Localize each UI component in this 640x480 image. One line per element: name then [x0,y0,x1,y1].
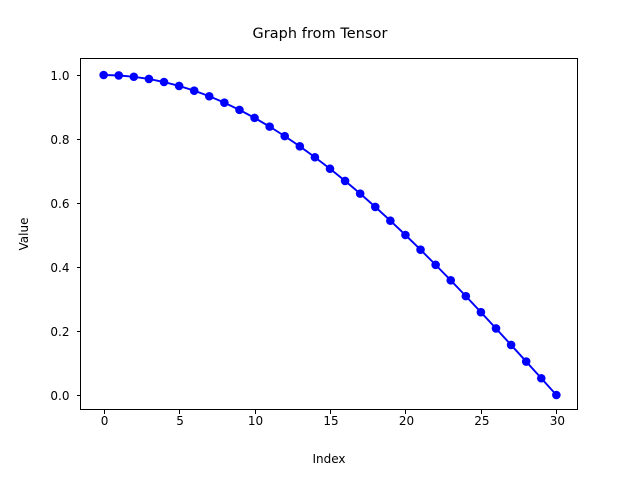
x-axis-tick-label: 30 [549,414,565,428]
y-axis-tick: 0.0 [50,389,81,403]
data-point [491,324,501,333]
x-axis-tick: 5 [176,409,184,428]
x-axis-tick-label: 20 [398,414,415,428]
data-point [204,91,214,101]
x-axis-tick-label: 15 [323,414,339,428]
data-point [461,291,471,301]
data-point [521,357,531,366]
data-point [325,164,335,174]
data-point [355,189,365,198]
data-point [250,113,259,123]
x-axis-tick-label: 10 [247,414,264,428]
data-point [265,122,274,131]
data-point [114,71,124,80]
y-axis-tick-label: 0.8 [50,133,70,147]
y-axis-tick: 1.0 [50,69,81,83]
data-point [401,230,410,240]
data-point [310,152,320,162]
data-point [476,307,486,317]
series-markers [99,70,561,400]
x-axis-tick: 25 [474,409,490,428]
x-axis-label: Index [312,452,346,466]
data-point [144,74,154,84]
y-axis-tick: 0.6 [50,197,81,211]
plot-area: 0.0 0.2 0.4 0.6 0.8 1.0 0 5 10 15 20 25 30 [50,58,578,428]
data-point [506,340,516,350]
data-point [174,81,184,91]
data-point [431,260,440,270]
data-point [370,202,380,212]
data-point [340,176,350,186]
data-point [536,373,546,383]
x-axis-tick: 20 [399,409,414,428]
x-axis-tick: 0 [101,409,108,428]
data-point [386,216,395,226]
data-point [295,142,305,151]
y-axis-tick-label: 0.0 [50,389,70,403]
x-axis-tick: 10 [248,409,263,428]
data-point [129,72,139,82]
data-point [99,70,108,80]
y-axis-tick-label: 1.0 [50,69,70,83]
data-point [235,105,244,115]
x-axis-tick: 15 [323,409,339,428]
y-axis-tick-label: 0.2 [50,325,70,339]
y-axis-tick: 0.8 [50,133,81,147]
y-axis-tick-label: 0.6 [50,197,70,211]
data-series-line [99,70,561,400]
y-axis-label: Value [17,217,31,251]
x-axis-tick-label: 5 [176,414,184,428]
data-point [189,86,199,95]
data-point [220,98,229,107]
y-axis-tick: 0.2 [50,325,81,339]
data-point [446,276,456,285]
x-axis-tick-label: 25 [474,414,490,428]
data-point [552,390,561,400]
y-axis-tick: 0.4 [50,261,81,275]
series-polyline [102,74,558,396]
y-axis-tick-label: 0.4 [50,261,70,275]
data-point [416,245,425,255]
data-point [280,131,290,141]
data-point [159,77,169,87]
x-axis-tick: 30 [550,409,565,428]
x-axis-tick-label: 0 [100,414,109,428]
chart-title: Graph from Tensor [252,26,388,42]
